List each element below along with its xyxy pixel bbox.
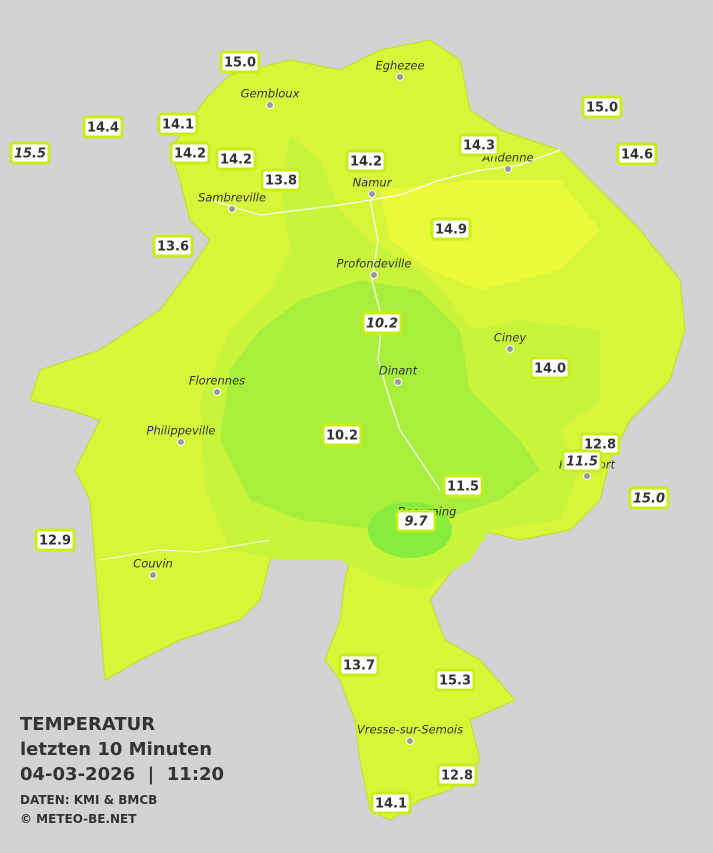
place-label: Dinant (379, 364, 418, 378)
station-value: 14.6 (621, 148, 653, 163)
station-value: 14.4 (87, 121, 119, 136)
place-label: Couvin (133, 557, 173, 571)
timestamp: 04-03-2026 | 11:20 (20, 764, 224, 785)
river (99, 539, 271, 561)
station-box (338, 653, 380, 677)
station-value: 14.2 (220, 153, 252, 168)
station-box (430, 217, 472, 241)
place-label: Namur (353, 176, 393, 190)
river (369, 199, 441, 491)
place-dot (504, 165, 512, 173)
station-box (157, 112, 199, 136)
credit: © METEO-BE.NET (20, 812, 137, 826)
station-box (628, 486, 670, 510)
place-dot (583, 472, 591, 480)
place-dot (370, 271, 378, 279)
station-value: 9.7 (404, 515, 428, 530)
station-value: 11.5 (566, 455, 598, 470)
station-value: 14.2 (350, 155, 382, 170)
warm-zone (380, 180, 600, 290)
station-box (458, 133, 500, 157)
station-value: 12.8 (441, 769, 473, 784)
station-box (434, 668, 476, 692)
station-box (395, 509, 437, 533)
place-dot (149, 571, 157, 579)
title: TEMPERATUR (20, 714, 155, 735)
station-box (152, 234, 194, 258)
place-dot (394, 378, 402, 386)
station-value: 13.6 (157, 240, 189, 255)
station-value: 15.0 (586, 101, 618, 116)
place-dot (506, 345, 514, 353)
place-label: Profondeville (337, 257, 412, 271)
place-dot (228, 205, 236, 213)
station-box (529, 356, 571, 380)
station-value: 15.5 (14, 147, 46, 162)
station-box (82, 115, 124, 139)
station-value: 14.9 (435, 223, 467, 238)
station-box (561, 449, 603, 473)
station-value: 14.1 (162, 118, 194, 133)
river (209, 149, 561, 216)
station-box (219, 50, 261, 74)
place-label: Gembloux (241, 87, 300, 101)
station-box (581, 95, 623, 119)
place-dot (406, 737, 414, 745)
station-value: 14.1 (375, 797, 407, 812)
place-dot (213, 388, 221, 396)
place-label: Vresse-sur-Semois (357, 723, 463, 737)
station-value: 13.7 (343, 659, 375, 674)
station-box (436, 763, 478, 787)
station-value: 15.3 (439, 674, 471, 689)
place-label: Florennes (189, 374, 245, 388)
station-box (370, 791, 412, 815)
place-dot (396, 73, 404, 81)
place-dot (266, 101, 274, 109)
station-box (361, 311, 403, 335)
station-value: 15.0 (633, 492, 665, 507)
station-box (34, 528, 76, 552)
station-box (215, 147, 257, 171)
station-box (169, 141, 211, 165)
place-label: Sambreville (198, 191, 266, 205)
station-value: 14.3 (463, 139, 495, 154)
station-box (345, 149, 387, 173)
place-dot (177, 438, 185, 446)
station-box (321, 423, 363, 447)
station-value: 15.0 (224, 56, 256, 71)
credit: DATEN: KMI & BMCB (20, 793, 157, 807)
station-box (9, 141, 51, 165)
cool-zone (220, 280, 540, 530)
station-value: 12.8 (584, 438, 616, 453)
place-label: Ciney (494, 331, 527, 345)
station-value: 10.2 (326, 429, 358, 444)
station-value: 14.0 (534, 362, 566, 377)
subtitle: letzten 10 Minuten (20, 739, 212, 760)
station-box (616, 142, 658, 166)
station-box (260, 168, 302, 192)
station-value: 12.9 (39, 534, 71, 549)
place-dot (368, 190, 376, 198)
place-label: Eghezee (375, 59, 424, 73)
station-box (442, 474, 484, 498)
station-value: 11.5 (447, 480, 479, 495)
station-value: 14.2 (174, 147, 206, 162)
place-label: Philippeville (147, 424, 216, 438)
station-value: 13.8 (265, 174, 297, 189)
station-value: 10.2 (366, 317, 398, 332)
